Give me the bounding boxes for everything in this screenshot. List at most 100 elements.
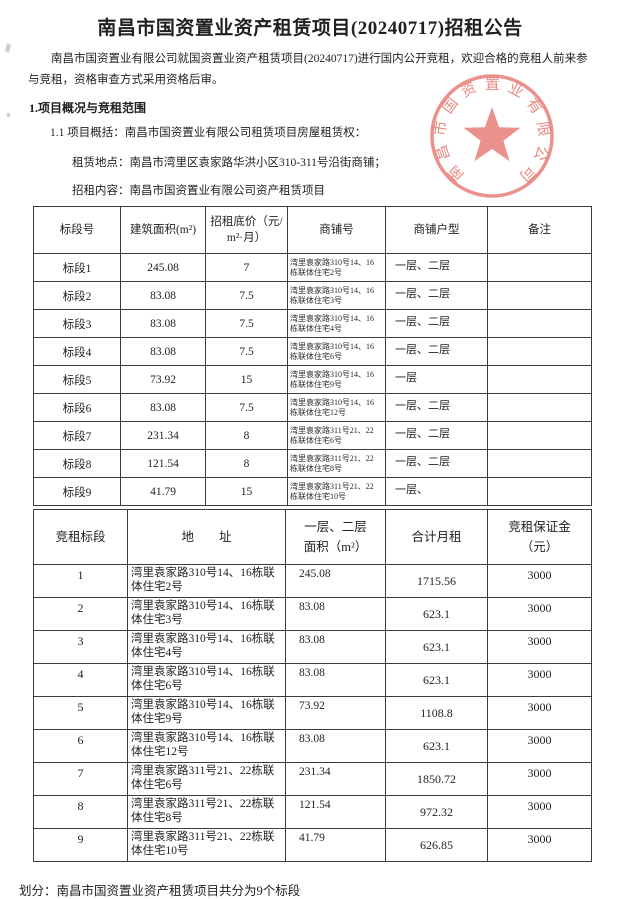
table-cell: 83.08 [285,597,386,631]
table-cell: 41.79 [120,477,206,506]
table-cell: 湾里袁家路311号21、22栋联 体住宅6号 [127,762,286,796]
table-cell: 623.1 [385,729,488,763]
table-cell [487,449,592,478]
column-header: 商铺号 [287,206,386,254]
table-cell: 231.34 [120,421,206,450]
table-cell: 湾里袁家路311号21、22 栋联体住宅8号 [287,449,386,478]
table-cell [487,253,592,282]
table-row: 8 湾里袁家路311号21、22栋联 体住宅8号 121.54 972.32 3000 [33,795,592,829]
table-header-row: 标段号 建筑面积(m²) 招租底价（元/ m²·月） 商铺号 商铺户型 备注 [33,206,592,254]
table-row: 3 湾里袁家路310号14、16栋联 体住宅4号 83.08 623.1 3000 [33,630,592,664]
table-cell: 一层、 [385,477,488,506]
table-row: 9 湾里袁家路311号21、22栋联 体住宅10号 41.79 626.85 3000 [33,828,592,862]
table-cell: 湾里袁家路311号21、22 栋联体住宅10号 [287,477,386,506]
lease-location-line: 租赁地点：南昌市湾里区袁家路华洪小区310-311号沿街商铺； [72,157,386,169]
table-cell: 73.92 [285,696,386,730]
table-cell: 一层、二层 [385,337,488,366]
table-cell [487,421,592,450]
table-cell: 15 [205,477,288,506]
table-cell: 3000 [487,795,592,829]
table-cell: 湾里袁家路310号14、16栋联 体住宅9号 [127,696,286,730]
table-cell: 标段1 [33,253,121,282]
table-cell: 3000 [487,630,592,664]
table-cell: 8 [33,795,128,829]
table-cell: 湾里袁家路310号14、16 栋联体住宅2号 [287,253,386,282]
table-cell: 一层、二层 [385,449,488,478]
column-header: 竞租标段 [33,509,128,565]
table-row: 标段1 245.08 7 湾里袁家路310号14、16 栋联体住宅2号 一层、二层 [33,253,592,282]
table-cell: 7 [33,762,128,796]
table-cell: 一层、二层 [385,281,488,310]
column-header: 竞租保证金 （元） [487,509,592,565]
column-header: 标段号 [33,206,121,254]
table-cell: 6 [33,729,128,763]
table-cell: 标段9 [33,477,121,506]
table-cell: 83.08 [285,729,386,763]
table-cell: 626.85 [385,828,488,862]
table-cell: 245.08 [120,253,206,282]
table-cell: 83.08 [285,630,386,664]
column-header: 地 址 [127,509,286,565]
scan-artifact [5,43,11,53]
column-header: 备注 [487,206,592,254]
table-cell: 41.79 [285,828,386,862]
table-cell: 3000 [487,762,592,796]
table-cell: 7.5 [205,281,288,310]
page-title: 南昌市国资置业资产租赁项目(20240717)招租公告 [97,18,523,39]
table-cell: 一层、二层 [385,421,488,450]
table-cell: 标段3 [33,309,121,338]
table-row: 4 湾里袁家路310号14、16栋联 体住宅6号 83.08 623.1 3000 [33,663,592,697]
table-cell: 湾里袁家路310号14、16 栋联体住宅3号 [287,281,386,310]
table-cell: 5 [33,696,128,730]
table-cell: 湾里袁家路311号21、22栋联 体住宅8号 [127,795,286,829]
table-row: 标段4 83.08 7.5 湾里袁家路310号14、16 栋联体住宅6号 一层、二层 [33,337,592,366]
table-cell: 121.54 [285,795,386,829]
table-row: 标段3 83.08 7.5 湾里袁家路310号14、16 栋联体住宅4号 一层、二层 [33,309,592,338]
table-cell: 一层、二层 [385,393,488,422]
table-cell: 8 [205,421,288,450]
table-cell [487,309,592,338]
column-header: 建筑面积(m²) [120,206,206,254]
table-cell: 3 [33,630,128,664]
table-cell: 3000 [487,663,592,697]
table-row: 标段2 83.08 7.5 湾里袁家路310号14、16 栋联体住宅3号 一层、二层 [33,281,592,310]
table-cell: 标段6 [33,393,121,422]
table-cell: 湾里袁家路311号21、22 栋联体住宅6号 [287,421,386,450]
table-cell: 15 [205,365,288,394]
lease-content-line: 招租内容：南昌市国资置业有限公司资产租赁项目 [72,185,325,197]
table-cell: 湾里袁家路310号14、16栋联 体住宅3号 [127,597,286,631]
table-cell: 3000 [487,597,592,631]
column-header: 招租底价（元/ m²·月） [205,206,288,254]
table-cell: 7.5 [205,309,288,338]
table-cell: 4 [33,663,128,697]
column-header: 商铺户型 [385,206,488,254]
table-cell: 623.1 [385,663,488,697]
table-cell: 83.08 [285,663,386,697]
column-header: 一层、二层 面积（m²） [285,509,386,565]
table-cell [487,477,592,506]
table-cell: 一层、二层 [385,253,488,282]
table-cell: 1 [33,564,128,598]
table-cell: 湾里袁家路310号14、16 栋联体住宅4号 [287,309,386,338]
table-cell: 湾里袁家路310号14、16栋联 体住宅6号 [127,663,286,697]
table-cell: 121.54 [120,449,206,478]
scan-artifact [7,113,10,117]
table-cell: 1108.8 [385,696,488,730]
table-cell: 3000 [487,696,592,730]
table-cell: 83.08 [120,337,206,366]
table-cell: 972.32 [385,795,488,829]
table-cell: 标段2 [33,281,121,310]
intro-paragraph: 南昌市国资置业有限公司就国资置业资产租赁项目(20240717)进行国内公开竞租… [28,53,588,86]
table-cell: 标段5 [33,365,121,394]
bid-summary-table: 竞租标段地 址一层、二层 面积（m²） 合计月租 竞租保证金 （元） 1 湾里袁家路3… [33,509,592,862]
table-cell: 1715.56 [385,564,488,598]
table-cell: 湾里袁家路310号14、16栋联 体住宅2号 [127,564,286,598]
table-cell [487,365,592,394]
table-row: 1 湾里袁家路310号14、16栋联 体住宅2号 245.08 1715.56 3000 [33,564,592,598]
table-cell: 湾里袁家路310号14、16栋联 体住宅4号 [127,630,286,664]
table-cell: 7 [205,253,288,282]
table-row: 5 湾里袁家路310号14、16栋联 体住宅9号 73.92 1108.8 3000 [33,696,592,730]
table-cell: 83.08 [120,393,206,422]
table-cell: 623.1 [385,597,488,631]
